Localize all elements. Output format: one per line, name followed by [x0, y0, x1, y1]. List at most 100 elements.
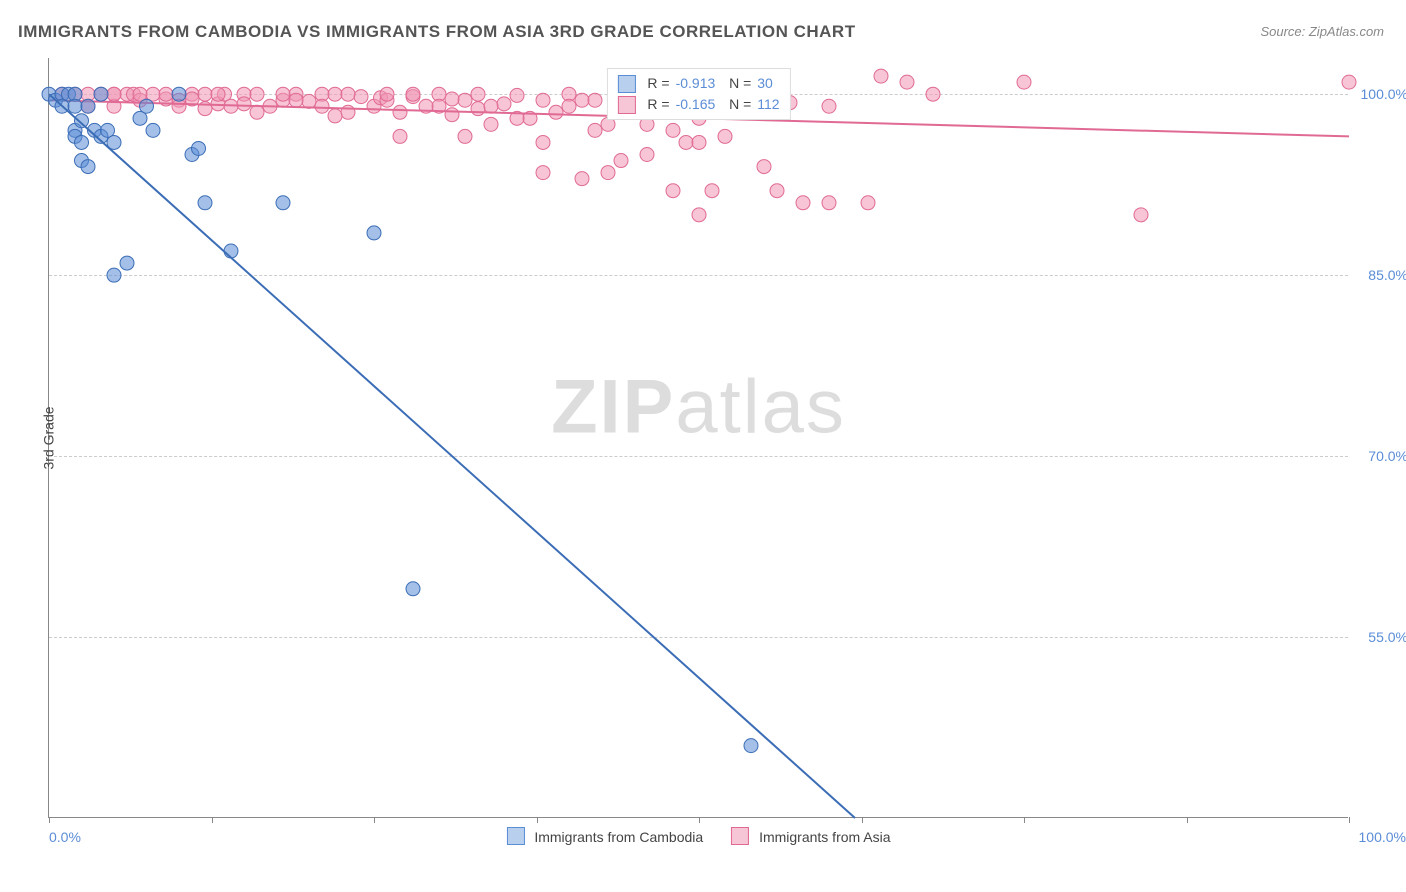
legend-bottom: Immigrants from Cambodia Immigrants from…: [506, 827, 890, 845]
xtick: [862, 817, 863, 823]
legend-label-cambodia: Immigrants from Cambodia: [534, 829, 703, 845]
legend-stats-box: R = -0.913 N = 30 R = -0.165 N = 112: [606, 68, 790, 120]
data-point: [75, 114, 89, 128]
data-point: [445, 108, 459, 122]
data-point: [341, 87, 355, 101]
x-axis-label-left: 0.0%: [49, 829, 81, 845]
chart-title: IMMIGRANTS FROM CAMBODIA VS IMMIGRANTS F…: [18, 22, 856, 42]
data-point: [250, 105, 264, 119]
xtick: [49, 817, 50, 823]
data-point: [380, 87, 394, 101]
ytick-label: 100.0%: [1356, 86, 1406, 102]
data-point: [679, 135, 693, 149]
data-point: [510, 88, 524, 102]
data-point: [406, 582, 420, 596]
legend-swatch-asia: [731, 827, 749, 845]
xtick: [699, 817, 700, 823]
data-point: [484, 117, 498, 131]
legend-label-asia: Immigrants from Asia: [759, 829, 890, 845]
data-point: [692, 135, 706, 149]
swatch-cambodia: [617, 75, 635, 93]
data-point: [198, 87, 212, 101]
data-point: [536, 166, 550, 180]
data-point: [757, 160, 771, 174]
data-point: [861, 196, 875, 210]
data-point: [224, 244, 238, 258]
data-point: [237, 97, 251, 111]
data-point: [159, 87, 173, 101]
data-point: [471, 102, 485, 116]
source-text: Source: ZipAtlas.com: [1260, 24, 1384, 39]
n-value-0: 30: [757, 73, 773, 94]
data-point: [471, 87, 485, 101]
chart-svg: [49, 58, 1348, 817]
legend-item-asia: Immigrants from Asia: [731, 827, 890, 845]
plot-area: ZIPatlas 3rd Grade 100.0%85.0%70.0%55.0%…: [48, 58, 1348, 818]
data-point: [94, 87, 108, 101]
data-point: [328, 109, 342, 123]
xtick: [212, 817, 213, 823]
data-point: [666, 123, 680, 137]
data-point: [367, 226, 381, 240]
ytick-label: 55.0%: [1356, 629, 1406, 645]
data-point: [192, 141, 206, 155]
data-point: [68, 99, 82, 113]
data-point: [341, 105, 355, 119]
data-point: [393, 105, 407, 119]
data-point: [172, 87, 186, 101]
data-point: [536, 135, 550, 149]
xtick: [1187, 817, 1188, 823]
data-point: [588, 123, 602, 137]
data-point: [107, 87, 121, 101]
data-point: [640, 148, 654, 162]
data-point: [328, 87, 342, 101]
data-point: [718, 129, 732, 143]
data-point: [198, 196, 212, 210]
data-point: [458, 129, 472, 143]
data-point: [822, 99, 836, 113]
r-label-1: R =: [647, 94, 669, 115]
data-point: [926, 87, 940, 101]
data-point: [81, 99, 95, 113]
data-point: [562, 99, 576, 113]
data-point: [588, 93, 602, 107]
data-point: [211, 87, 225, 101]
data-point: [601, 166, 615, 180]
data-point: [822, 196, 836, 210]
data-point: [250, 87, 264, 101]
legend-stats-row-0: R = -0.913 N = 30: [617, 73, 779, 94]
data-point: [536, 93, 550, 107]
data-point: [900, 75, 914, 89]
data-point: [81, 160, 95, 174]
xtick: [1349, 817, 1350, 823]
r-label-0: R =: [647, 73, 669, 94]
data-point: [276, 87, 290, 101]
data-point: [276, 196, 290, 210]
data-point: [796, 196, 810, 210]
data-point: [744, 739, 758, 753]
data-point: [549, 105, 563, 119]
legend-item-cambodia: Immigrants from Cambodia: [506, 827, 703, 845]
xtick: [374, 817, 375, 823]
data-point: [1017, 75, 1031, 89]
data-point: [289, 93, 303, 107]
r-value-0: -0.913: [676, 73, 716, 94]
data-point: [120, 256, 134, 270]
data-point: [393, 129, 407, 143]
data-point: [107, 268, 121, 282]
n-label-1: N =: [721, 94, 751, 115]
data-point: [666, 184, 680, 198]
data-point: [614, 154, 628, 168]
data-point: [146, 123, 160, 137]
data-point: [484, 99, 498, 113]
r-value-1: -0.165: [676, 94, 716, 115]
data-point: [406, 87, 420, 101]
data-point: [705, 184, 719, 198]
data-point: [1342, 75, 1356, 89]
data-point: [354, 90, 368, 104]
n-label-0: N =: [721, 73, 751, 94]
data-point: [770, 184, 784, 198]
data-point: [458, 93, 472, 107]
data-point: [497, 97, 511, 111]
data-point: [1134, 208, 1148, 222]
